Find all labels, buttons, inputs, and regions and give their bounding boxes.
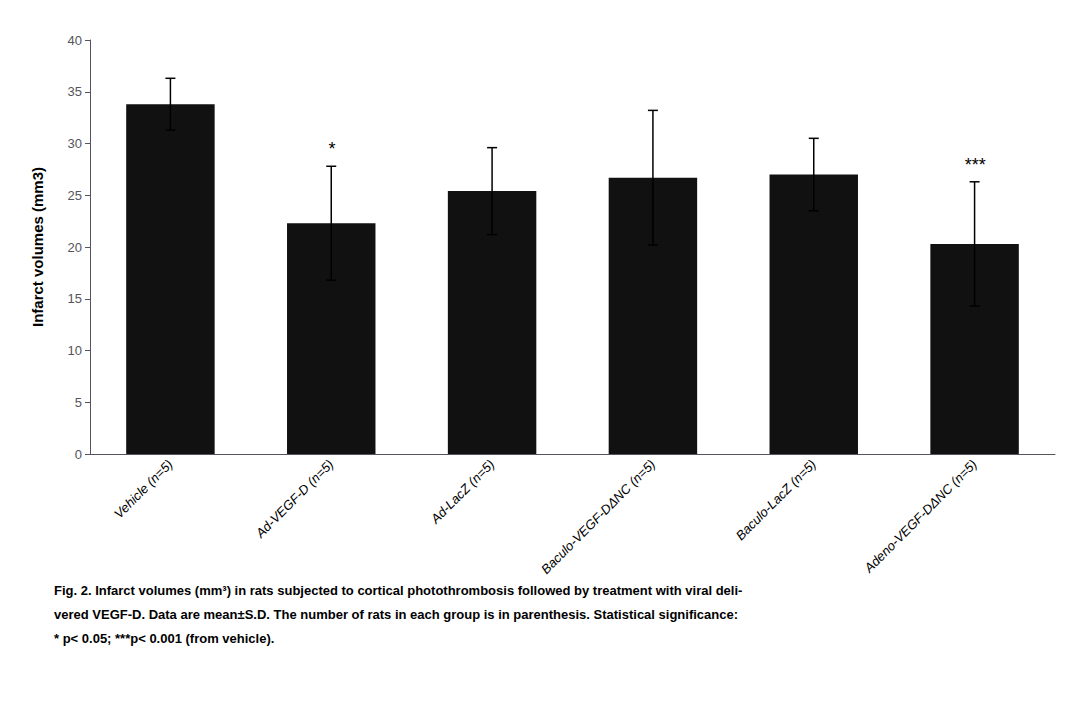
svg-text:*: * (328, 139, 336, 159)
svg-text:10: 10 (68, 343, 82, 358)
svg-text:Vehicle (n=5): Vehicle (n=5) (111, 457, 176, 522)
svg-text:Fig. 2. Infarct volumes (mm³): Fig. 2. Infarct volumes (mm³) in rats su… (54, 583, 742, 598)
svg-text:15: 15 (68, 291, 82, 306)
svg-text:vered VEGF-D. Data are mean±S.: vered VEGF-D. Data are mean±S.D. The num… (54, 607, 738, 622)
svg-text:40: 40 (68, 33, 82, 48)
svg-text:* p< 0.05; ***p< 0.001 (from v: * p< 0.05; ***p< 0.001 (from vehicle). (54, 631, 274, 646)
svg-text:35: 35 (68, 84, 82, 99)
svg-text:0: 0 (75, 447, 82, 462)
svg-text:Baculo-VEGF-DΔΝC (n=5): Baculo-VEGF-DΔΝC (n=5) (538, 457, 658, 577)
svg-text:25: 25 (68, 188, 82, 203)
svg-text:Ad-VEGF-D (n=5): Ad-VEGF-D (n=5) (252, 457, 337, 542)
svg-text:Infarct volumes (mm3): Infarct volumes (mm3) (29, 167, 46, 327)
svg-text:Adeno-VEGF-DΔΝC (n=5): Adeno-VEGF-DΔΝC (n=5) (861, 457, 980, 576)
svg-text:***: *** (964, 155, 986, 175)
svg-text:20: 20 (68, 240, 82, 255)
svg-text:Baculo-LacZ (n=5): Baculo-LacZ (n=5) (733, 457, 819, 543)
svg-text:5: 5 (75, 395, 82, 410)
svg-text:30: 30 (68, 136, 82, 151)
svg-text:Ad-LacZ (n=5): Ad-LacZ (n=5) (427, 457, 497, 527)
